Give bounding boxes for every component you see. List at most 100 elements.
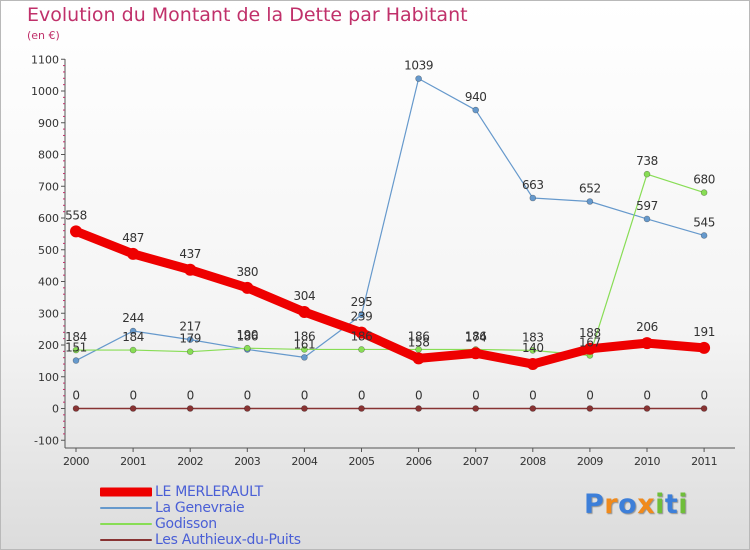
- series-les-authieux-du-puits: [72, 405, 708, 412]
- y-tick-label: 1000: [31, 85, 59, 98]
- series-le-merlerault: [70, 225, 711, 371]
- data-point: [301, 346, 308, 353]
- y-tick-label: 200: [38, 339, 59, 352]
- data-point: [412, 352, 425, 365]
- data-point: [358, 346, 365, 353]
- data-point: [472, 106, 480, 114]
- legend-label: LE MERLERAULT: [155, 484, 263, 500]
- y-tick-label: 800: [38, 149, 59, 162]
- data-label: 0: [187, 389, 194, 403]
- data-label: 437: [179, 247, 201, 261]
- data-label: 167: [579, 335, 601, 349]
- axes: -100010020030040050060070080090010001100…: [31, 53, 735, 468]
- data-point: [184, 263, 197, 276]
- proxiti-logo: Proxiti: [584, 489, 688, 520]
- legend-swatch: [100, 487, 152, 497]
- data-point: [700, 405, 708, 412]
- data-point: [643, 405, 651, 412]
- data-point: [298, 305, 311, 318]
- data-label: 304: [294, 289, 316, 303]
- data-point: [186, 336, 194, 343]
- data-point: [355, 326, 368, 339]
- data-label: 239: [351, 310, 373, 324]
- data-label: 191: [693, 325, 715, 339]
- data-label: 0: [529, 389, 536, 403]
- x-tick-label: 2006: [406, 455, 432, 468]
- data-point: [586, 405, 594, 412]
- data-label: 487: [122, 231, 144, 245]
- data-label: 545: [693, 215, 715, 229]
- x-tick-label: 2010: [634, 455, 660, 468]
- data-label: 0: [72, 389, 79, 403]
- data-label: 0: [415, 389, 422, 403]
- data-point: [643, 215, 651, 223]
- data-label: 652: [579, 181, 601, 195]
- data-point: [301, 405, 308, 412]
- logo-letter: o: [618, 489, 638, 520]
- y-tick-label: 900: [38, 117, 59, 130]
- data-label: 140: [522, 341, 544, 355]
- x-tick-label: 2002: [177, 455, 203, 468]
- data-point: [186, 405, 194, 412]
- data-label: 0: [301, 389, 308, 403]
- y-tick-label: 600: [38, 212, 59, 225]
- data-point: [700, 189, 708, 196]
- data-label: 186: [408, 329, 430, 343]
- y-tick-label: 500: [38, 244, 59, 257]
- y-tick-label: 700: [38, 180, 59, 193]
- data-point: [472, 405, 480, 412]
- data-label: 295: [351, 295, 373, 309]
- logo-letter: t: [664, 489, 679, 520]
- data-label: 217: [179, 320, 201, 334]
- data-label: 0: [643, 389, 650, 403]
- data-label: 174: [465, 330, 487, 344]
- logo-letter: P: [584, 489, 605, 520]
- data-point: [129, 327, 137, 335]
- x-tick-label: 2003: [234, 455, 260, 468]
- data-label: 1039: [404, 59, 433, 73]
- data-label: 151: [65, 341, 87, 355]
- data-label-layer: 558 487 437 380 304 239 158 174 140 188 206 191 151 2…: [65, 59, 715, 403]
- data-label: 158: [408, 335, 430, 349]
- data-label: 0: [358, 389, 365, 403]
- logo-letter: i: [678, 489, 689, 520]
- data-point: [186, 348, 194, 355]
- legend-label: La Genevraie: [155, 500, 245, 516]
- data-label: 179: [179, 332, 201, 346]
- data-point: [72, 346, 80, 354]
- y-tick-label: 400: [38, 276, 59, 289]
- data-point: [469, 347, 482, 360]
- series-la-genevraie: [72, 75, 708, 364]
- data-point: [358, 311, 365, 319]
- data-point: [526, 358, 539, 371]
- data-point: [127, 247, 140, 260]
- x-tick-label: 2007: [463, 455, 489, 468]
- data-label: 680: [693, 173, 715, 187]
- data-point: [529, 405, 537, 412]
- data-label: 940: [465, 90, 487, 104]
- x-tick-label: 2005: [349, 455, 375, 468]
- legend-swatch: [100, 523, 152, 525]
- legend-swatch: [100, 507, 152, 509]
- data-point: [415, 75, 422, 82]
- data-label: 186: [351, 329, 373, 343]
- y-tick-label: -100: [34, 434, 59, 447]
- data-label: 0: [586, 389, 593, 403]
- data-label: 663: [522, 178, 544, 192]
- data-label: 738: [636, 154, 658, 168]
- data-point: [129, 346, 137, 354]
- data-label: 186: [236, 329, 258, 343]
- data-point: [241, 281, 254, 294]
- series-layer: [70, 75, 711, 412]
- data-label: 206: [636, 320, 658, 334]
- data-point: [244, 344, 251, 352]
- data-label: 186: [294, 329, 316, 343]
- data-point: [415, 405, 422, 412]
- x-tick-label: 2009: [577, 455, 603, 468]
- data-point: [586, 198, 594, 205]
- data-label: 0: [472, 389, 479, 403]
- data-label: 186: [465, 329, 487, 343]
- series-line: [71, 226, 709, 369]
- x-tick-label: 2000: [63, 455, 89, 468]
